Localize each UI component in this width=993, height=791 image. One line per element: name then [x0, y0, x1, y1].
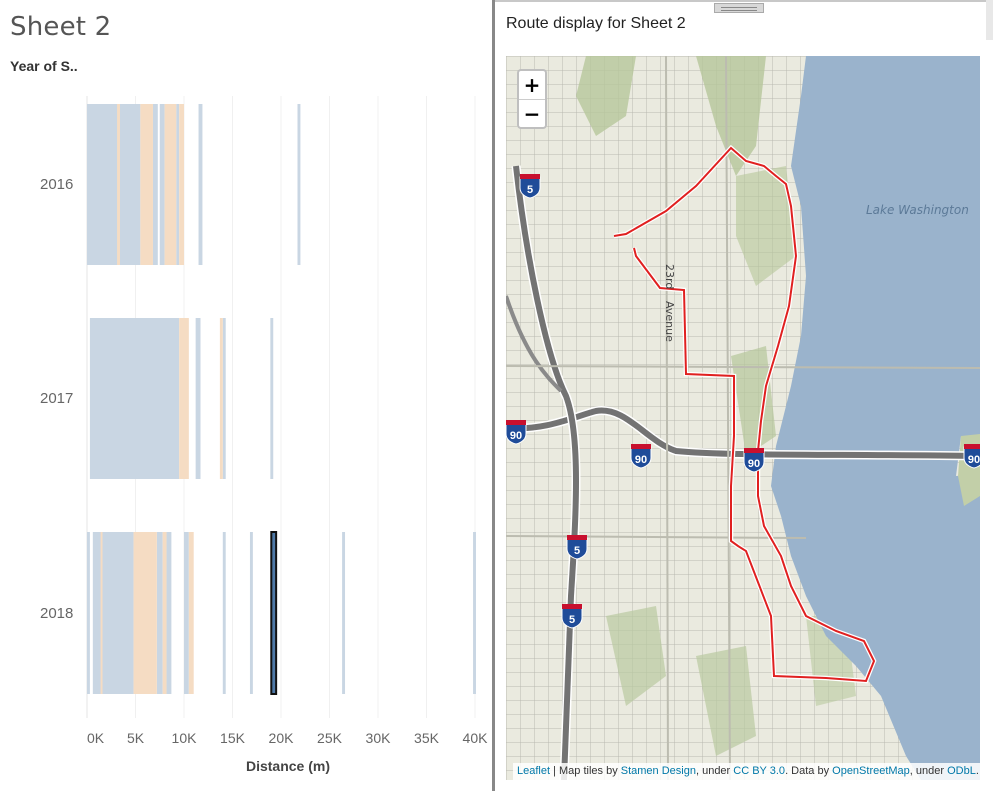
- lake-label: Lake Washington: [866, 203, 969, 217]
- bar-segment-2018[interactable]: [473, 532, 476, 694]
- drag-handle[interactable]: [714, 3, 764, 13]
- svg-text:90: 90: [968, 454, 980, 466]
- attr-text: , under: [695, 765, 734, 777]
- bar-segment-2016[interactable]: [117, 104, 120, 265]
- sheet-panel: Sheet 2 Year of S.. 2016 2017 2018 0K 5K 1…: [0, 0, 494, 791]
- scrollbar[interactable]: [986, 0, 993, 40]
- svg-text:5: 5: [527, 184, 533, 196]
- x-axis-ticks: 0K 5K 10K 15K 20K 25K 30K 35K 40K: [87, 730, 488, 746]
- bar-segment-2018[interactable]: [342, 532, 346, 694]
- extension-title: Route display for Sheet 2: [506, 15, 686, 32]
- bar-segment-2018[interactable]: [100, 532, 103, 694]
- leaflet-link[interactable]: Leaflet: [517, 765, 551, 777]
- bar-segment-2016[interactable]: [152, 104, 158, 265]
- i5-shield-icon: 5: [561, 604, 583, 629]
- year-label-2017[interactable]: 2017: [40, 390, 74, 407]
- attr-text: .: [975, 765, 979, 777]
- svg-text:5: 5: [574, 545, 580, 557]
- bar-segment-2018[interactable]: [162, 532, 167, 694]
- attr-text: , under: [909, 765, 948, 777]
- panel-divider[interactable]: [492, 0, 495, 791]
- bar-segment-2017[interactable]: [179, 318, 189, 479]
- row-header[interactable]: Year of S..: [10, 58, 78, 74]
- bar-segment-2017[interactable]: [195, 318, 201, 479]
- x-tick-label: 35K: [414, 730, 440, 746]
- bar-segment-2016[interactable]: [176, 104, 180, 265]
- zoom-out-button[interactable]: −: [523, 102, 541, 126]
- attr-text: | Map tiles by: [550, 765, 621, 777]
- bar-segment-2018[interactable]: [133, 532, 157, 694]
- x-tick-label: 40K: [463, 730, 489, 746]
- bar-segment-2018[interactable]: [166, 532, 172, 694]
- i90-shield-icon: 90: [963, 444, 980, 469]
- svg-text:5: 5: [569, 614, 575, 626]
- bar-segment-2018[interactable]: [188, 532, 194, 694]
- bar-segment-2018[interactable]: [249, 532, 253, 694]
- bar-segment-2017[interactable]: [219, 318, 223, 479]
- bar-segment-2016[interactable]: [140, 104, 153, 265]
- x-tick-label: 20K: [269, 730, 295, 746]
- bar-segment-2018[interactable]: [92, 532, 134, 694]
- bar-segment-2018[interactable]: [222, 532, 226, 694]
- i90-shield-icon: 90: [743, 448, 765, 473]
- year-label-2018[interactable]: 2018: [40, 605, 74, 622]
- street-label-23rd: 23rd: [663, 264, 676, 289]
- bar-segment-2016[interactable]: [297, 104, 301, 265]
- attr-text: . Data by: [785, 765, 833, 777]
- route-map[interactable]: Lake Washington 23rd Avenue 5 90 90 90 9…: [506, 56, 980, 780]
- route-line: [613, 146, 876, 683]
- distance-chart: 0K 5K 10K 15K 20K 25K 30K 35K 40K Distance (m): [86, 96, 488, 774]
- bar-segment-2016[interactable]: [179, 104, 184, 265]
- zoom-control: + −: [517, 69, 547, 129]
- odbl-link[interactable]: ODbL: [947, 765, 976, 777]
- bar-segment-2016[interactable]: [87, 104, 141, 265]
- i90-shield-icon: 90: [506, 420, 527, 445]
- year-label-2016[interactable]: 2016: [40, 176, 74, 193]
- bar-segment-2017[interactable]: [270, 318, 274, 479]
- osm-link[interactable]: OpenStreetMap: [832, 765, 910, 777]
- x-tick-label: 30K: [366, 730, 392, 746]
- i5-shield-icon: 5: [519, 174, 541, 199]
- bar-segment-2017[interactable]: [89, 318, 180, 479]
- bar-segment-2016[interactable]: [198, 104, 203, 265]
- x-tick-label: 25K: [317, 730, 343, 746]
- x-tick-label: 0K: [87, 730, 105, 746]
- stamen-link[interactable]: Stamen Design: [620, 765, 696, 777]
- map-attribution: Leaflet | Map tiles by Stamen Design, un…: [513, 763, 983, 780]
- bar-segment-2017[interactable]: [222, 318, 226, 479]
- map-canvas[interactable]: Lake Washington 23rd Avenue 5 90 90 90 9…: [506, 56, 980, 780]
- bar-segment-2018[interactable]: [184, 532, 189, 694]
- x-tick-label: 5K: [127, 730, 145, 746]
- selected-bar-2018[interactable]: [270, 531, 278, 695]
- x-axis-title: Distance (m): [246, 758, 330, 774]
- ccby-link[interactable]: CC BY 3.0: [733, 765, 786, 777]
- street-label-avenue: Avenue: [663, 301, 676, 342]
- bar-segment-2016[interactable]: [159, 104, 165, 265]
- svg-text:90: 90: [748, 458, 760, 470]
- bar-segment-2016[interactable]: [164, 104, 177, 265]
- sheet-title: Sheet 2: [10, 12, 112, 42]
- i5-shield-icon: 5: [566, 535, 588, 560]
- zoom-in-button[interactable]: +: [519, 71, 545, 100]
- svg-text:90: 90: [510, 430, 522, 442]
- svg-text:90: 90: [635, 454, 647, 466]
- bars-group: [87, 104, 476, 695]
- bar-segment-2018[interactable]: [156, 532, 163, 694]
- bar-segment-2018[interactable]: [87, 532, 90, 694]
- i90-shield-icon: 90: [630, 444, 652, 469]
- x-tick-label: 10K: [172, 730, 198, 746]
- x-tick-label: 15K: [220, 730, 246, 746]
